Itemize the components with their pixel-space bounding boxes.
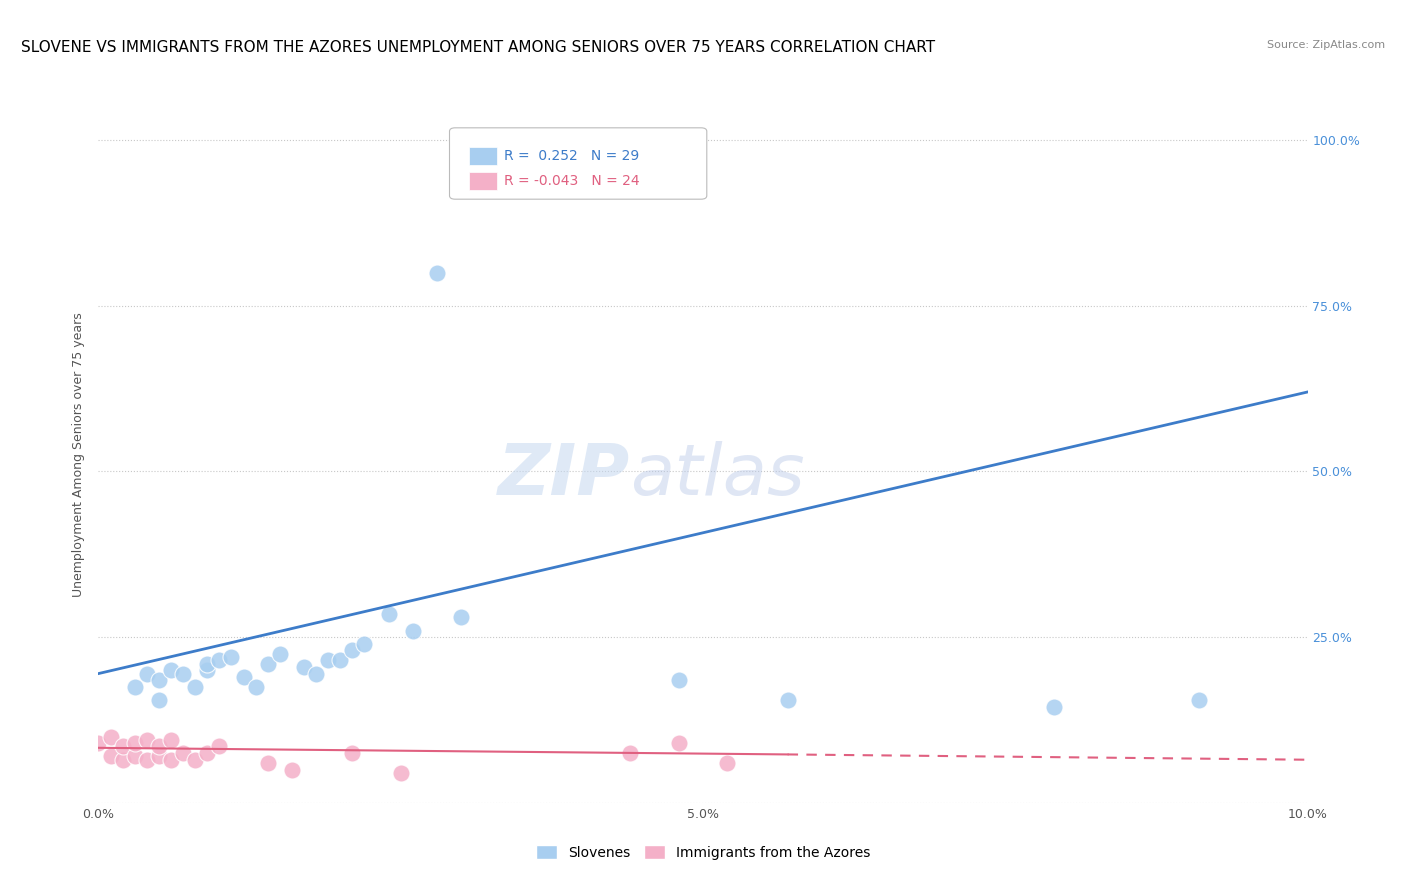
Point bbox=[402, 624, 425, 638]
Point bbox=[377, 607, 399, 621]
Point bbox=[342, 643, 364, 657]
Point bbox=[184, 753, 207, 767]
Point bbox=[450, 610, 472, 624]
Point bbox=[135, 666, 157, 681]
Text: atlas: atlas bbox=[630, 442, 806, 510]
Point bbox=[1042, 699, 1064, 714]
Point bbox=[148, 693, 170, 707]
Point bbox=[316, 653, 339, 667]
Point bbox=[160, 732, 183, 747]
Point bbox=[111, 753, 134, 767]
Point bbox=[245, 680, 267, 694]
Point bbox=[1188, 693, 1211, 707]
Point bbox=[353, 637, 375, 651]
Point bbox=[195, 663, 218, 677]
Text: Source: ZipAtlas.com: Source: ZipAtlas.com bbox=[1267, 40, 1385, 50]
Point bbox=[342, 746, 364, 760]
Text: R =  0.252   N = 29: R = 0.252 N = 29 bbox=[505, 149, 640, 163]
Point bbox=[100, 749, 122, 764]
Point bbox=[232, 670, 254, 684]
Point bbox=[172, 746, 194, 760]
Point bbox=[619, 746, 641, 760]
Point bbox=[124, 680, 146, 694]
Point bbox=[668, 673, 690, 688]
Point bbox=[329, 653, 352, 667]
Point bbox=[100, 730, 122, 744]
Point bbox=[256, 657, 278, 671]
Point bbox=[256, 756, 278, 770]
Point bbox=[135, 732, 157, 747]
Point bbox=[281, 763, 304, 777]
Point bbox=[208, 653, 231, 667]
Y-axis label: Unemployment Among Seniors over 75 years: Unemployment Among Seniors over 75 years bbox=[72, 312, 86, 598]
Text: ZIP: ZIP bbox=[498, 442, 630, 510]
Point bbox=[111, 739, 134, 754]
Point bbox=[305, 666, 328, 681]
Text: R = -0.043   N = 24: R = -0.043 N = 24 bbox=[505, 174, 640, 188]
Point bbox=[135, 753, 157, 767]
Point bbox=[208, 739, 231, 754]
Point bbox=[269, 647, 291, 661]
Point bbox=[87, 736, 110, 750]
Point bbox=[776, 693, 799, 707]
Point bbox=[426, 266, 449, 280]
Point bbox=[160, 663, 183, 677]
Point bbox=[668, 736, 690, 750]
Point bbox=[389, 766, 412, 780]
Point bbox=[124, 749, 146, 764]
Point bbox=[172, 666, 194, 681]
Point bbox=[184, 680, 207, 694]
Legend: Slovenes, Immigrants from the Azores: Slovenes, Immigrants from the Azores bbox=[530, 839, 876, 865]
Point bbox=[195, 746, 218, 760]
Point bbox=[195, 657, 218, 671]
Point bbox=[124, 736, 146, 750]
Point bbox=[148, 739, 170, 754]
Point bbox=[221, 650, 243, 665]
Point bbox=[160, 753, 183, 767]
Text: SLOVENE VS IMMIGRANTS FROM THE AZORES UNEMPLOYMENT AMONG SENIORS OVER 75 YEARS C: SLOVENE VS IMMIGRANTS FROM THE AZORES UN… bbox=[21, 40, 935, 55]
Point bbox=[292, 660, 315, 674]
Point bbox=[148, 673, 170, 688]
Point bbox=[148, 749, 170, 764]
Point bbox=[716, 756, 738, 770]
